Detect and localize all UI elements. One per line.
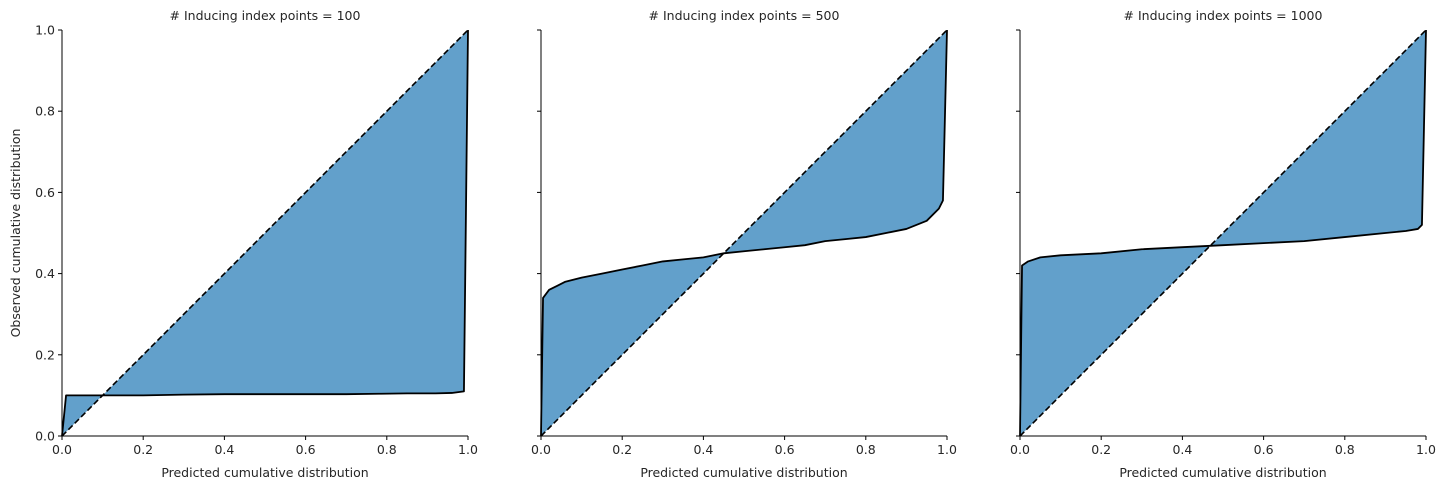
- panel-100-points: 0.0 0.2 0.4 0.6 0.8 1.0 0.0 0.2 0.4 0.6 0.8 1.0 # In…: [8, 8, 478, 480]
- y-tick-label: 0.6: [35, 185, 55, 200]
- gap-fill-area: [1020, 30, 1426, 436]
- x-tick-label: 1.0: [1416, 442, 1436, 457]
- calibration-curve: [61, 29, 469, 437]
- x-tick-label: 0.2: [1091, 442, 1111, 457]
- reference-diagonal: [1019, 29, 1427, 437]
- reference-diagonal: [540, 29, 948, 437]
- calibration-curve: [1019, 29, 1427, 437]
- x-tick-label: 0.6: [1254, 442, 1274, 457]
- x-tick-label: 0.4: [1172, 442, 1192, 457]
- x-tick-label: 0.6: [296, 442, 316, 457]
- y-tick-label: 0.4: [35, 266, 55, 281]
- x-tick-label: 0.8: [377, 442, 397, 457]
- panel-500-points: 0.0 0.2 0.4 0.6 0.8 1.0 # Inducing index point…: [531, 8, 957, 480]
- x-tick-label: 1.0: [458, 442, 478, 457]
- y-tick-label: 0.0: [35, 429, 55, 444]
- x-tick-label: 0.6: [775, 442, 795, 457]
- calibration-curve: [540, 29, 948, 437]
- y-axis-label: Observed cumulative distribution: [8, 129, 23, 338]
- y-tick-label: 1.0: [35, 23, 55, 38]
- x-tick-label: 0.8: [1335, 442, 1355, 457]
- x-tick-label: 0.0: [531, 442, 551, 457]
- x-tick-label: 0.8: [856, 442, 876, 457]
- y-tick-label: 0.2: [35, 347, 55, 362]
- panel-1000-points: 0.0 0.2 0.4 0.6 0.8 1.0 # Inducing index point…: [1010, 8, 1436, 480]
- x-tick-label: 0.0: [1010, 442, 1030, 457]
- gap-fill-area: [62, 30, 468, 436]
- x-tick-label: 1.0: [937, 442, 957, 457]
- panel-title: # Inducing index points = 500: [649, 8, 840, 23]
- panel-title: # Inducing index points = 1000: [1124, 8, 1323, 23]
- x-axis-label: Predicted cumulative distribution: [161, 465, 368, 480]
- panel-title: # Inducing index points = 100: [170, 8, 361, 23]
- x-tick-label: 0.2: [133, 442, 153, 457]
- x-axis-label: Predicted cumulative distribution: [1119, 465, 1326, 480]
- x-tick-label: 0.2: [612, 442, 632, 457]
- x-tick-label: 0.4: [214, 442, 234, 457]
- x-tick-label: 0.0: [52, 442, 72, 457]
- gap-fill-area: [541, 30, 947, 436]
- x-axis-label: Predicted cumulative distribution: [640, 465, 847, 480]
- x-tick-label: 0.4: [693, 442, 713, 457]
- reference-diagonal: [61, 29, 469, 437]
- y-tick-label: 0.8: [35, 104, 55, 119]
